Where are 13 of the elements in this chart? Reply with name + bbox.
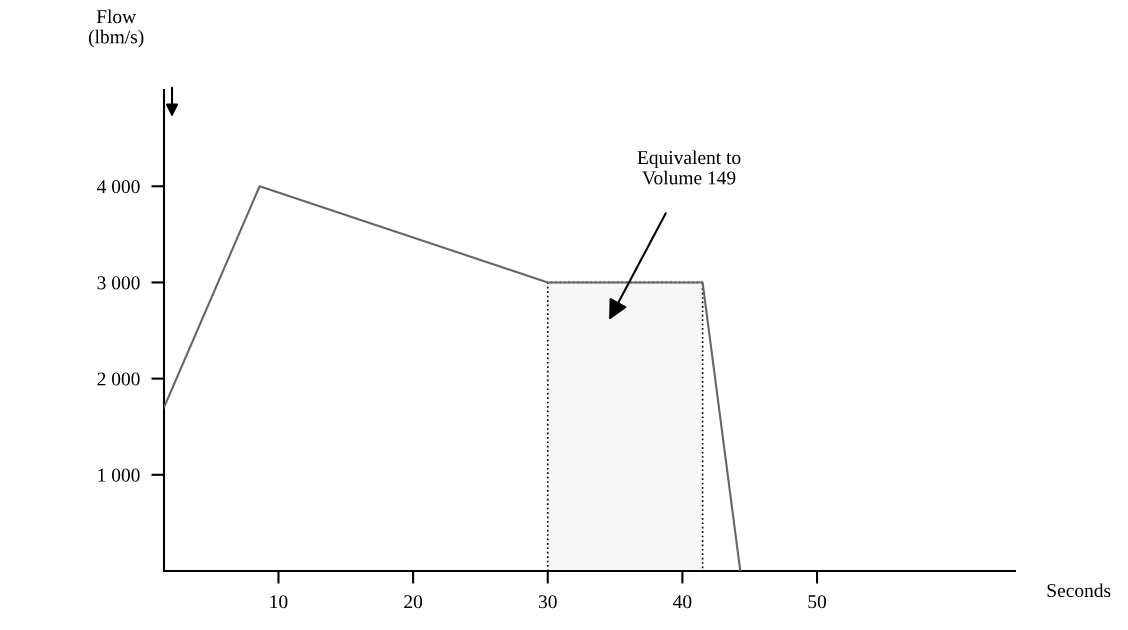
x-tick-label: 50 (808, 595, 827, 609)
y-tick-label: 3 000 (97, 276, 140, 290)
x-tick-label: 30 (538, 595, 557, 609)
y-tick-label: 1 000 (98, 468, 140, 482)
y-tick-label: 4 000 (97, 180, 140, 194)
line-series (164, 185, 742, 571)
annotation: Equivalent to Volume 149 (637, 150, 741, 185)
x-tick-label: 20 (404, 595, 423, 609)
x-tick-label: 10 (270, 595, 288, 609)
x-tick-label: 40 (673, 595, 692, 609)
y-axis-title: Flow (lbm/s) (88, 9, 144, 48)
x-axis-title: Seconds (1047, 583, 1111, 598)
y-tick-label: 2 000 (97, 372, 140, 386)
